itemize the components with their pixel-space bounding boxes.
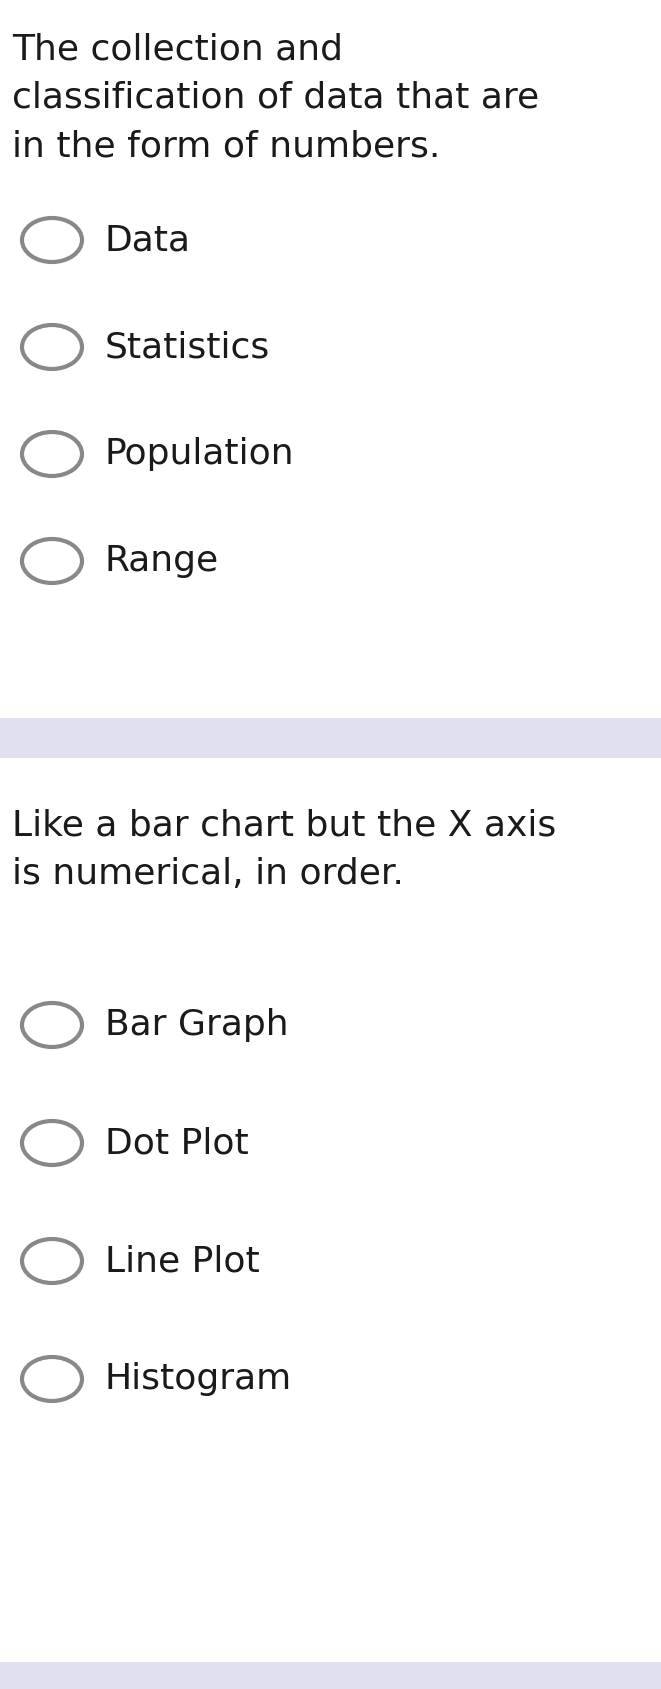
Text: Data: Data (105, 223, 191, 257)
Bar (0, 1662, 661, 1689)
Text: Like a bar chart but the X axis
is numerical, in order.: Like a bar chart but the X axis is numer… (12, 807, 557, 890)
Text: The collection and
classification of data that are
in the form of numbers.: The collection and classification of dat… (12, 32, 539, 164)
Text: Range: Range (105, 544, 219, 578)
Ellipse shape (22, 218, 82, 262)
Text: Histogram: Histogram (105, 1361, 292, 1397)
Ellipse shape (22, 324, 82, 368)
Text: Dot Plot: Dot Plot (105, 1127, 249, 1160)
Ellipse shape (22, 1003, 82, 1047)
Text: Population: Population (105, 437, 295, 471)
Text: Bar Graph: Bar Graph (105, 1008, 289, 1042)
Ellipse shape (22, 1240, 82, 1284)
Bar (0, 718, 661, 758)
Ellipse shape (22, 1121, 82, 1165)
Ellipse shape (22, 539, 82, 583)
Ellipse shape (22, 432, 82, 476)
Text: Line Plot: Line Plot (105, 1245, 260, 1279)
Text: Statistics: Statistics (105, 329, 270, 365)
Ellipse shape (22, 1356, 82, 1400)
